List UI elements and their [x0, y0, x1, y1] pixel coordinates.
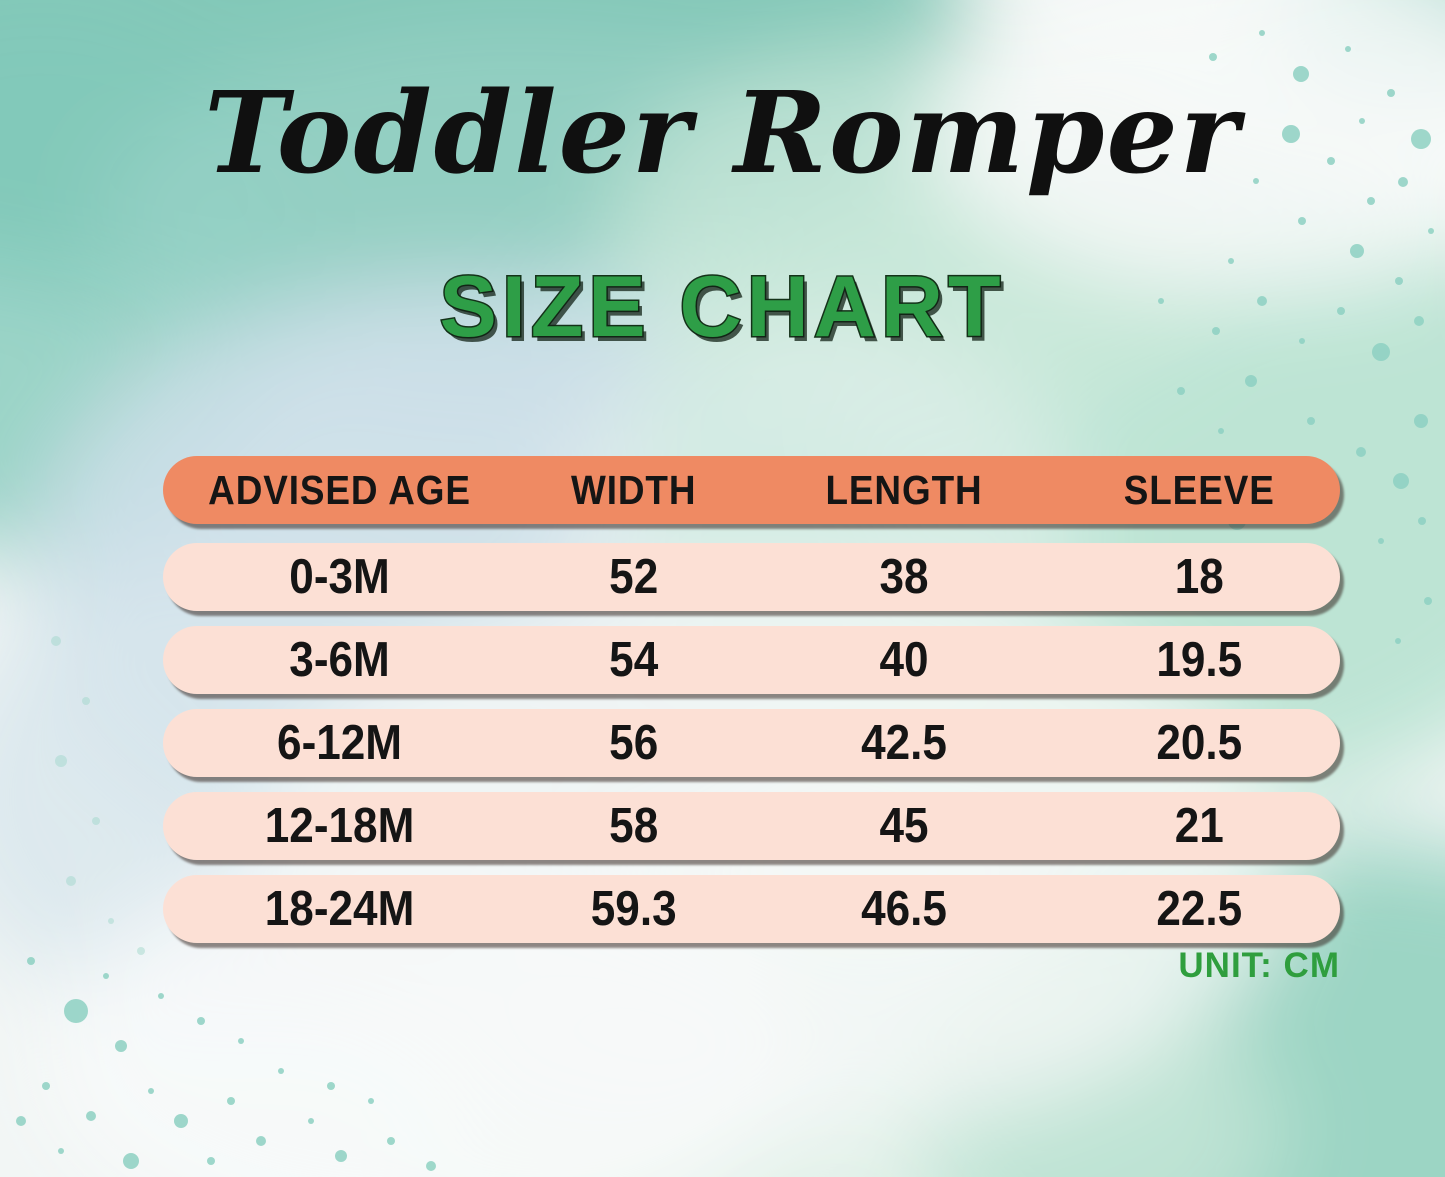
width-cell: 54	[609, 633, 659, 687]
paint-speckles-left-trail	[51, 636, 145, 955]
column-header-length: LENGTH	[825, 466, 984, 513]
table-row: 0-3M 52 38 18	[163, 543, 1340, 611]
length-cell: 42.5	[861, 716, 948, 770]
width-cell: 59.3	[590, 882, 677, 936]
width-cell: 52	[609, 550, 659, 604]
size-chart-table: ADVISED AGE WIDTH LENGTH SLEEVE 0-3M 52 …	[163, 456, 1340, 958]
width-cell: 56	[609, 716, 659, 770]
age-cell: 6-12M	[277, 716, 403, 770]
sleeve-cell: 22.5	[1155, 882, 1242, 936]
paint-speckles-bottom-left	[16, 957, 436, 1171]
column-header-sleeve: SLEEVE	[1123, 466, 1275, 513]
length-cell: 46.5	[861, 882, 948, 936]
table-row: 3-6M 54 40 19.5	[163, 626, 1340, 694]
width-cell: 58	[609, 799, 659, 853]
size-chart-heading: SIZE CHART	[438, 258, 1006, 357]
table-row: 6-12M 56 42.5 20.5	[163, 709, 1340, 777]
column-header-advised-age: ADVISED AGE	[208, 466, 471, 513]
age-cell: 12-18M	[264, 799, 415, 853]
age-cell: 18-24M	[264, 882, 415, 936]
column-header-width: WIDTH	[571, 466, 697, 513]
table-row: 18-24M 59.3 46.5 22.5	[163, 875, 1340, 943]
age-cell: 0-3M	[289, 550, 390, 604]
sleeve-cell: 21	[1174, 799, 1224, 853]
sleeve-cell: 20.5	[1155, 716, 1242, 770]
table-row: 12-18M 58 45 21	[163, 792, 1340, 860]
length-cell: 38	[879, 550, 930, 604]
unit-label: UNIT: CM	[1178, 946, 1340, 985]
sleeve-cell: 19.5	[1155, 633, 1242, 687]
sleeve-cell: 18	[1174, 550, 1224, 604]
page-title: Toddler Romper	[204, 68, 1241, 199]
length-cell: 40	[879, 633, 930, 687]
age-cell: 3-6M	[289, 633, 390, 687]
table-header-row: ADVISED AGE WIDTH LENGTH SLEEVE	[163, 456, 1340, 524]
length-cell: 45	[879, 799, 930, 853]
